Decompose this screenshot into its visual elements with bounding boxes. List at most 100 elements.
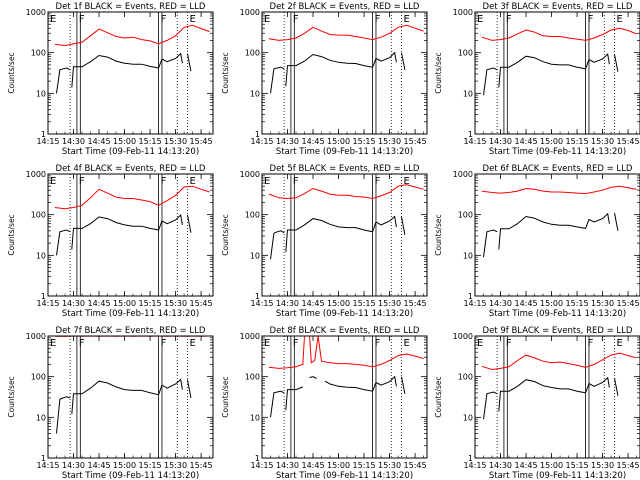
x-tick-label: 15:00: [540, 299, 563, 308]
x-tick-label: 14:15: [463, 461, 486, 470]
plot-area: [268, 174, 424, 296]
lld-rate-line: [268, 184, 424, 200]
x-tick-label: 14:30: [62, 461, 85, 470]
x-tick-label: 15:15: [566, 137, 589, 146]
x-tick-label: 15:30: [591, 137, 614, 146]
x-tick-label: 14:30: [276, 299, 299, 308]
x-tick-label: 14:30: [62, 137, 85, 146]
lld-rate-line: [54, 185, 210, 210]
segment-annotation: F: [506, 338, 512, 349]
events-rate-line: [401, 376, 406, 394]
y-tick-label: 10: [36, 89, 46, 98]
events-rate-line: [324, 375, 397, 392]
x-tick-label: 15:15: [566, 299, 589, 308]
x-tick-label: 14:15: [463, 299, 486, 308]
segment-annotation: E: [189, 176, 195, 187]
x-axis-label: Start Time (09-Feb-11 14:13:20): [276, 309, 413, 319]
segment-annotation: F: [293, 338, 299, 349]
y-axis-label: Counts/sec: [7, 52, 16, 93]
x-tick-label: 15:30: [378, 137, 401, 146]
segment-annotation: F: [375, 176, 381, 187]
events-rate-line: [614, 212, 619, 231]
y-tick-label: 10: [36, 413, 46, 422]
events-rate-line: [483, 391, 498, 420]
y-tick-label: 10: [463, 251, 473, 260]
detector-panel-3: Det 3f BLACK = Events, RED = LLD 1 10 100 10…: [434, 2, 640, 157]
y-tick-label: 100: [31, 373, 46, 382]
y-tick-label: 1: [255, 454, 260, 463]
y-tick-label: 1: [41, 130, 46, 139]
x-tick-label: 14:30: [489, 137, 512, 146]
events-rate-line: [498, 212, 610, 250]
events-rate-line: [270, 230, 285, 260]
lld-rate-line: [268, 24, 424, 41]
events-rate-line: [71, 52, 183, 88]
detector-panel-9: Det 9f BLACK = Events, RED = LLD 1 10 100 10…: [434, 326, 640, 480]
segment-annotation: F: [161, 338, 167, 349]
y-tick-label: 1000: [26, 8, 46, 17]
y-tick-label: 1000: [240, 170, 260, 179]
x-tick-label: 15:15: [139, 137, 162, 146]
panel-title: Det 7f BLACK = Events, RED = LLD: [56, 326, 206, 336]
x-tick-label: 14:15: [250, 137, 273, 146]
segment-annotation: F: [79, 338, 85, 349]
x-tick-label: 15:00: [113, 461, 136, 470]
detector-panel-7: Det 7f BLACK = Events, RED = LLD 1 10 100 10…: [7, 326, 214, 480]
segment-annotation: F: [293, 176, 299, 187]
x-tick-label: 15:15: [139, 461, 162, 470]
y-axis-label: Counts/sec: [221, 52, 230, 93]
plot-frame: [47, 173, 214, 297]
segment-annotation: F: [79, 14, 85, 25]
events-rate-line: [498, 53, 610, 88]
panel-title: Det 2f BLACK = Events, RED = LLD: [270, 2, 420, 12]
x-tick-label: 14:45: [87, 137, 110, 146]
y-tick-label: 100: [458, 211, 473, 220]
y-tick-label: 100: [458, 373, 473, 382]
x-tick-label: 15:15: [566, 461, 589, 470]
x-axis-label: Start Time (09-Feb-11 14:13:20): [489, 471, 626, 480]
y-tick-label: 1: [41, 454, 46, 463]
x-tick-label: 14:45: [87, 461, 110, 470]
x-tick-label: 15:15: [353, 461, 376, 470]
events-rate-line: [614, 378, 619, 396]
y-tick-label: 1000: [240, 8, 260, 17]
lld-rate-line: [54, 24, 210, 47]
x-tick-label: 14:15: [36, 137, 59, 146]
segment-annotation: E: [264, 338, 270, 349]
plot-frame: [261, 173, 428, 297]
plot-frame: [474, 335, 640, 459]
x-tick-label: 14:45: [87, 299, 110, 308]
y-tick-label: 10: [463, 413, 473, 422]
x-tick-label: 14:15: [250, 299, 273, 308]
y-tick-label: 1000: [453, 8, 473, 17]
events-rate-line: [56, 396, 71, 434]
x-tick-label: 14:45: [301, 299, 324, 308]
events-rate-line: [285, 215, 397, 253]
segment-annotation: E: [50, 176, 56, 187]
x-tick-label: 15:30: [164, 461, 187, 470]
panel-title: Det 8f BLACK = Events, RED = LLD: [270, 326, 420, 336]
x-axis-label: Start Time (09-Feb-11 14:13:20): [276, 147, 413, 157]
y-tick-label: 10: [250, 89, 260, 98]
plot-frame: [261, 335, 428, 459]
detector-panel-4: Det 4f BLACK = Events, RED = LLD 1 10 100 10…: [7, 164, 214, 319]
y-tick-label: 1: [468, 130, 473, 139]
y-tick-label: 1: [255, 130, 260, 139]
segment-annotation: E: [264, 14, 270, 25]
y-tick-label: 1000: [240, 332, 260, 341]
x-tick-label: 15:15: [353, 299, 376, 308]
x-tick-label: 15:45: [190, 299, 213, 308]
y-tick-label: 1: [41, 292, 46, 301]
lld-rate-line: [481, 27, 637, 41]
plot-frame: [474, 11, 640, 135]
events-rate-line: [614, 54, 619, 72]
segment-annotation: E: [403, 14, 409, 25]
x-tick-label: 14:15: [36, 461, 59, 470]
detector-panel-1: Det 1f BLACK = Events, RED = LLD 1 10 100 10…: [7, 2, 214, 157]
segment-annotation: E: [403, 338, 409, 349]
y-tick-label: 1000: [26, 332, 46, 341]
detector-panel-2: Det 2f BLACK = Events, RED = LLD 1 10 100 10…: [221, 2, 428, 157]
y-axis-label: Counts/sec: [434, 376, 443, 417]
panel-title: Det 4f BLACK = Events, RED = LLD: [56, 164, 206, 174]
lld-rate-line: [481, 185, 637, 195]
